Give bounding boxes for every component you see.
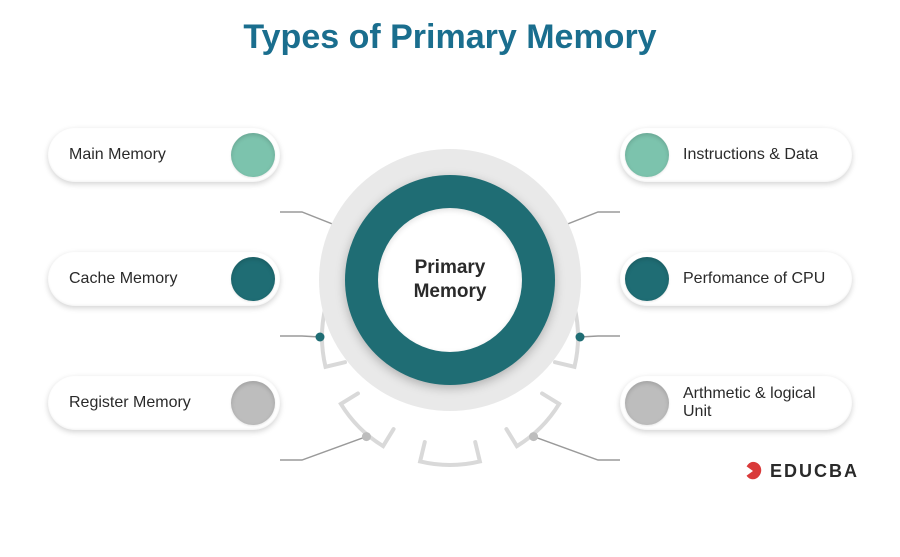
- pill-cache-memory: Cache Memory: [48, 252, 280, 306]
- brand: EDUCBA: [742, 460, 859, 482]
- pill-dot-icon: [625, 381, 669, 425]
- pill-perfomance-of-cpu: Perfomance of CPU: [620, 252, 852, 306]
- hub-label: Primary Memory: [380, 256, 520, 304]
- pill-label: Perfomance of CPU: [683, 270, 847, 288]
- pill-dot-icon: [231, 257, 275, 301]
- pill-instructions-data: Instructions & Data: [620, 128, 852, 182]
- pill-dot-icon: [231, 133, 275, 177]
- pill-dot-icon: [231, 381, 275, 425]
- pill-label: Arthmetic & logical Unit: [683, 385, 847, 422]
- pill-label: Instructions & Data: [683, 146, 847, 164]
- pill-register-memory: Register Memory: [48, 376, 280, 430]
- pill-main-memory: Main Memory: [48, 128, 280, 182]
- pill-dot-icon: [625, 133, 669, 177]
- brand-text: EDUCBA: [770, 461, 859, 482]
- brand-icon: [742, 460, 764, 482]
- pill-dot-icon: [625, 257, 669, 301]
- pill-arthmetic-logical-unit: Arthmetic & logical Unit: [620, 376, 852, 430]
- pill-label: Main Memory: [53, 146, 217, 164]
- page-title: Types of Primary Memory: [0, 0, 900, 57]
- pill-label: Register Memory: [53, 394, 217, 412]
- pill-label: Cache Memory: [53, 270, 217, 288]
